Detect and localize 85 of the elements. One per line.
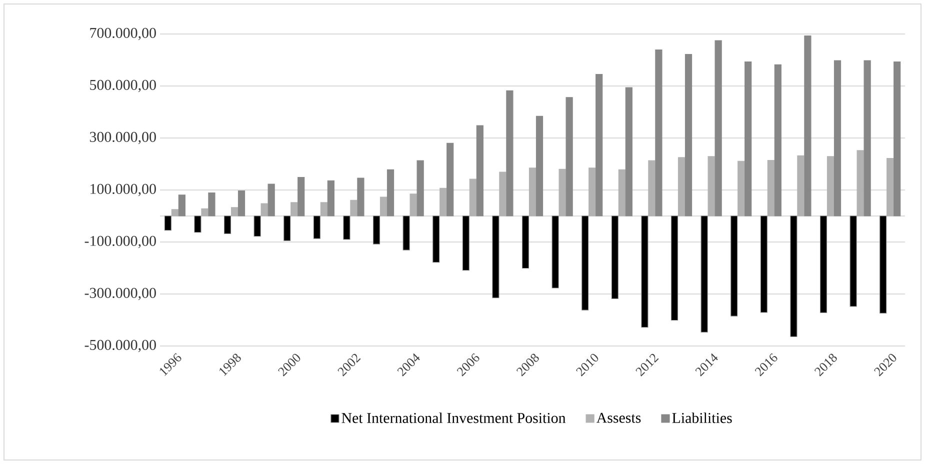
bar [313, 216, 320, 239]
bar [886, 158, 894, 216]
bar [618, 169, 626, 216]
bar [678, 157, 686, 216]
bar [767, 160, 774, 216]
bar [670, 216, 678, 321]
bar [201, 208, 208, 216]
bar [208, 192, 216, 216]
bar [536, 116, 544, 216]
y-tick-label: 700.000,00 [90, 28, 156, 40]
bar [834, 60, 842, 216]
bar [797, 155, 804, 216]
bar [432, 216, 440, 263]
bar [804, 36, 812, 216]
bar [350, 200, 358, 216]
bar [582, 216, 589, 310]
bar [357, 178, 364, 216]
bar [499, 172, 506, 216]
bar [327, 180, 334, 216]
y-tick-label: -300.000,00 [84, 288, 156, 300]
bar [178, 194, 186, 216]
bar [894, 62, 901, 216]
bar [386, 169, 394, 216]
bar [164, 216, 172, 231]
bar [744, 62, 752, 216]
bar [402, 216, 410, 250]
bar [641, 216, 648, 328]
bar [611, 216, 618, 299]
bar [416, 160, 424, 216]
bar [826, 156, 834, 216]
legend-label: Assests [596, 412, 641, 423]
y-tick-label: -500.000,00 [84, 340, 156, 352]
bar [446, 142, 454, 216]
bar [410, 194, 417, 216]
bar [655, 50, 662, 216]
bar [588, 168, 596, 216]
bar [260, 203, 268, 216]
bar [476, 125, 484, 216]
bar [528, 168, 536, 216]
bar [760, 216, 768, 313]
bar [714, 40, 722, 216]
bar [522, 216, 530, 269]
bar [558, 168, 566, 216]
bar [880, 216, 887, 314]
bar [684, 54, 692, 216]
y-tick-label: -100.000,00 [84, 236, 156, 248]
y-tick-label: 100.000,00 [90, 184, 156, 196]
bar [380, 196, 388, 216]
bar [596, 74, 603, 216]
bar [238, 190, 246, 216]
bar [790, 216, 798, 337]
bar [850, 216, 857, 307]
bar [469, 178, 476, 216]
bar [648, 160, 656, 216]
bar [820, 216, 828, 314]
y-tick-label: 300.000,00 [90, 132, 156, 144]
bar [625, 87, 632, 216]
bar [774, 64, 782, 216]
bar [254, 216, 261, 237]
bar [730, 216, 738, 316]
bar [298, 176, 305, 216]
legend-label: Liabilities [672, 412, 732, 424]
bar [708, 156, 715, 216]
bar [700, 216, 708, 333]
bar [856, 150, 864, 216]
bar [194, 216, 202, 233]
y-tick-label: 500.000,00 [90, 80, 156, 92]
bar [738, 160, 745, 216]
bar [284, 216, 291, 241]
bar [230, 207, 238, 216]
bar [224, 216, 232, 234]
bar [552, 216, 559, 288]
bar [372, 216, 380, 244]
bar [440, 188, 447, 216]
bar [268, 184, 275, 216]
bar [343, 216, 350, 240]
bar [506, 90, 514, 216]
bar [320, 202, 328, 216]
bar [171, 209, 178, 216]
bar [492, 216, 500, 298]
bar [864, 60, 871, 216]
legend-label: Net International Investment Position [342, 412, 566, 424]
bar [566, 97, 573, 216]
bar [290, 202, 298, 216]
bar [462, 216, 470, 271]
